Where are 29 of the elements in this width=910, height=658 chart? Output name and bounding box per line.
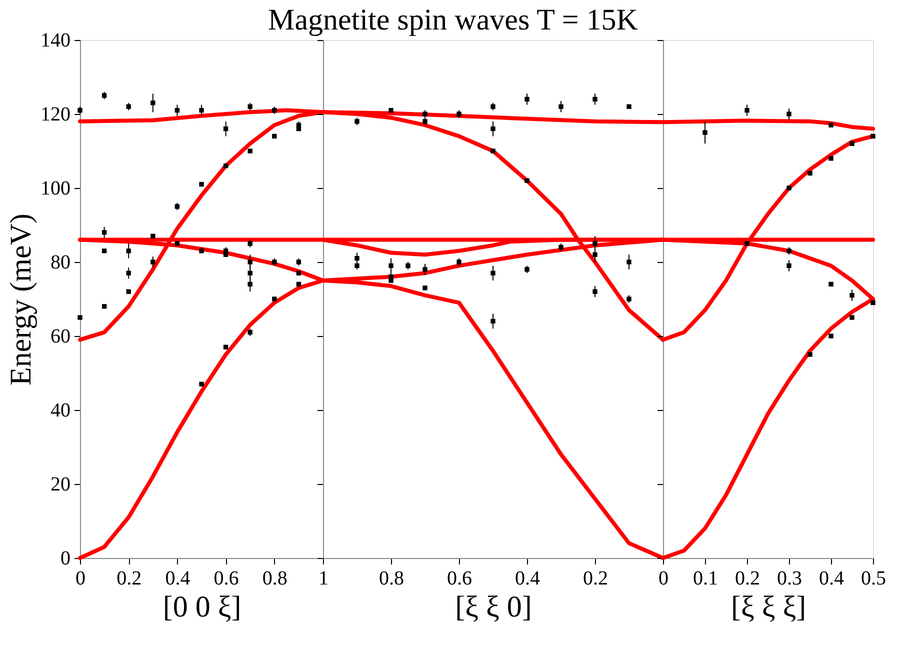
- chart-title: Magnetite spin waves T = 15K: [268, 4, 638, 36]
- x-axis-title: [0 0 ξ]: [162, 590, 242, 624]
- y-tick-label: 60: [50, 326, 70, 348]
- y-axis-title: Energy (meV): [4, 214, 38, 386]
- y-tick-label: 120: [40, 104, 70, 126]
- x-tick-label: 0.2: [116, 568, 142, 590]
- y-tick-label: 0: [60, 548, 70, 570]
- y-tick-label: 100: [40, 178, 70, 200]
- x-tick-label: 0.3: [777, 568, 802, 590]
- x-tick-label: 0.8: [262, 568, 288, 590]
- y-tick-label: 20: [50, 474, 70, 496]
- x-tick-label: 0.8: [379, 568, 404, 590]
- x-tick-label: 0: [658, 568, 668, 590]
- x-tick-label: 0.1: [693, 568, 718, 590]
- x-tick-label: 0.6: [214, 568, 239, 590]
- x-tick-label: 0.2: [735, 568, 760, 590]
- y-tick-label: 80: [50, 252, 70, 274]
- x-tick-label: 0.4: [819, 568, 844, 590]
- x-axis-title: [ξ ξ 0]: [455, 590, 532, 624]
- x-tick-label: 1: [318, 568, 328, 590]
- x-tick-label: 0.6: [447, 568, 472, 590]
- x-tick-label: 0: [76, 568, 86, 590]
- x-tick-label: 0.4: [515, 568, 540, 590]
- y-tick-label: 40: [50, 400, 70, 422]
- x-axis-title: [ξ ξ ξ]: [730, 590, 806, 624]
- x-tick-label: 0.2: [583, 568, 608, 590]
- y-tick-label: 140: [40, 30, 70, 52]
- x-tick-label: 0.4: [165, 568, 190, 590]
- x-tick-label: 0.5: [861, 568, 886, 590]
